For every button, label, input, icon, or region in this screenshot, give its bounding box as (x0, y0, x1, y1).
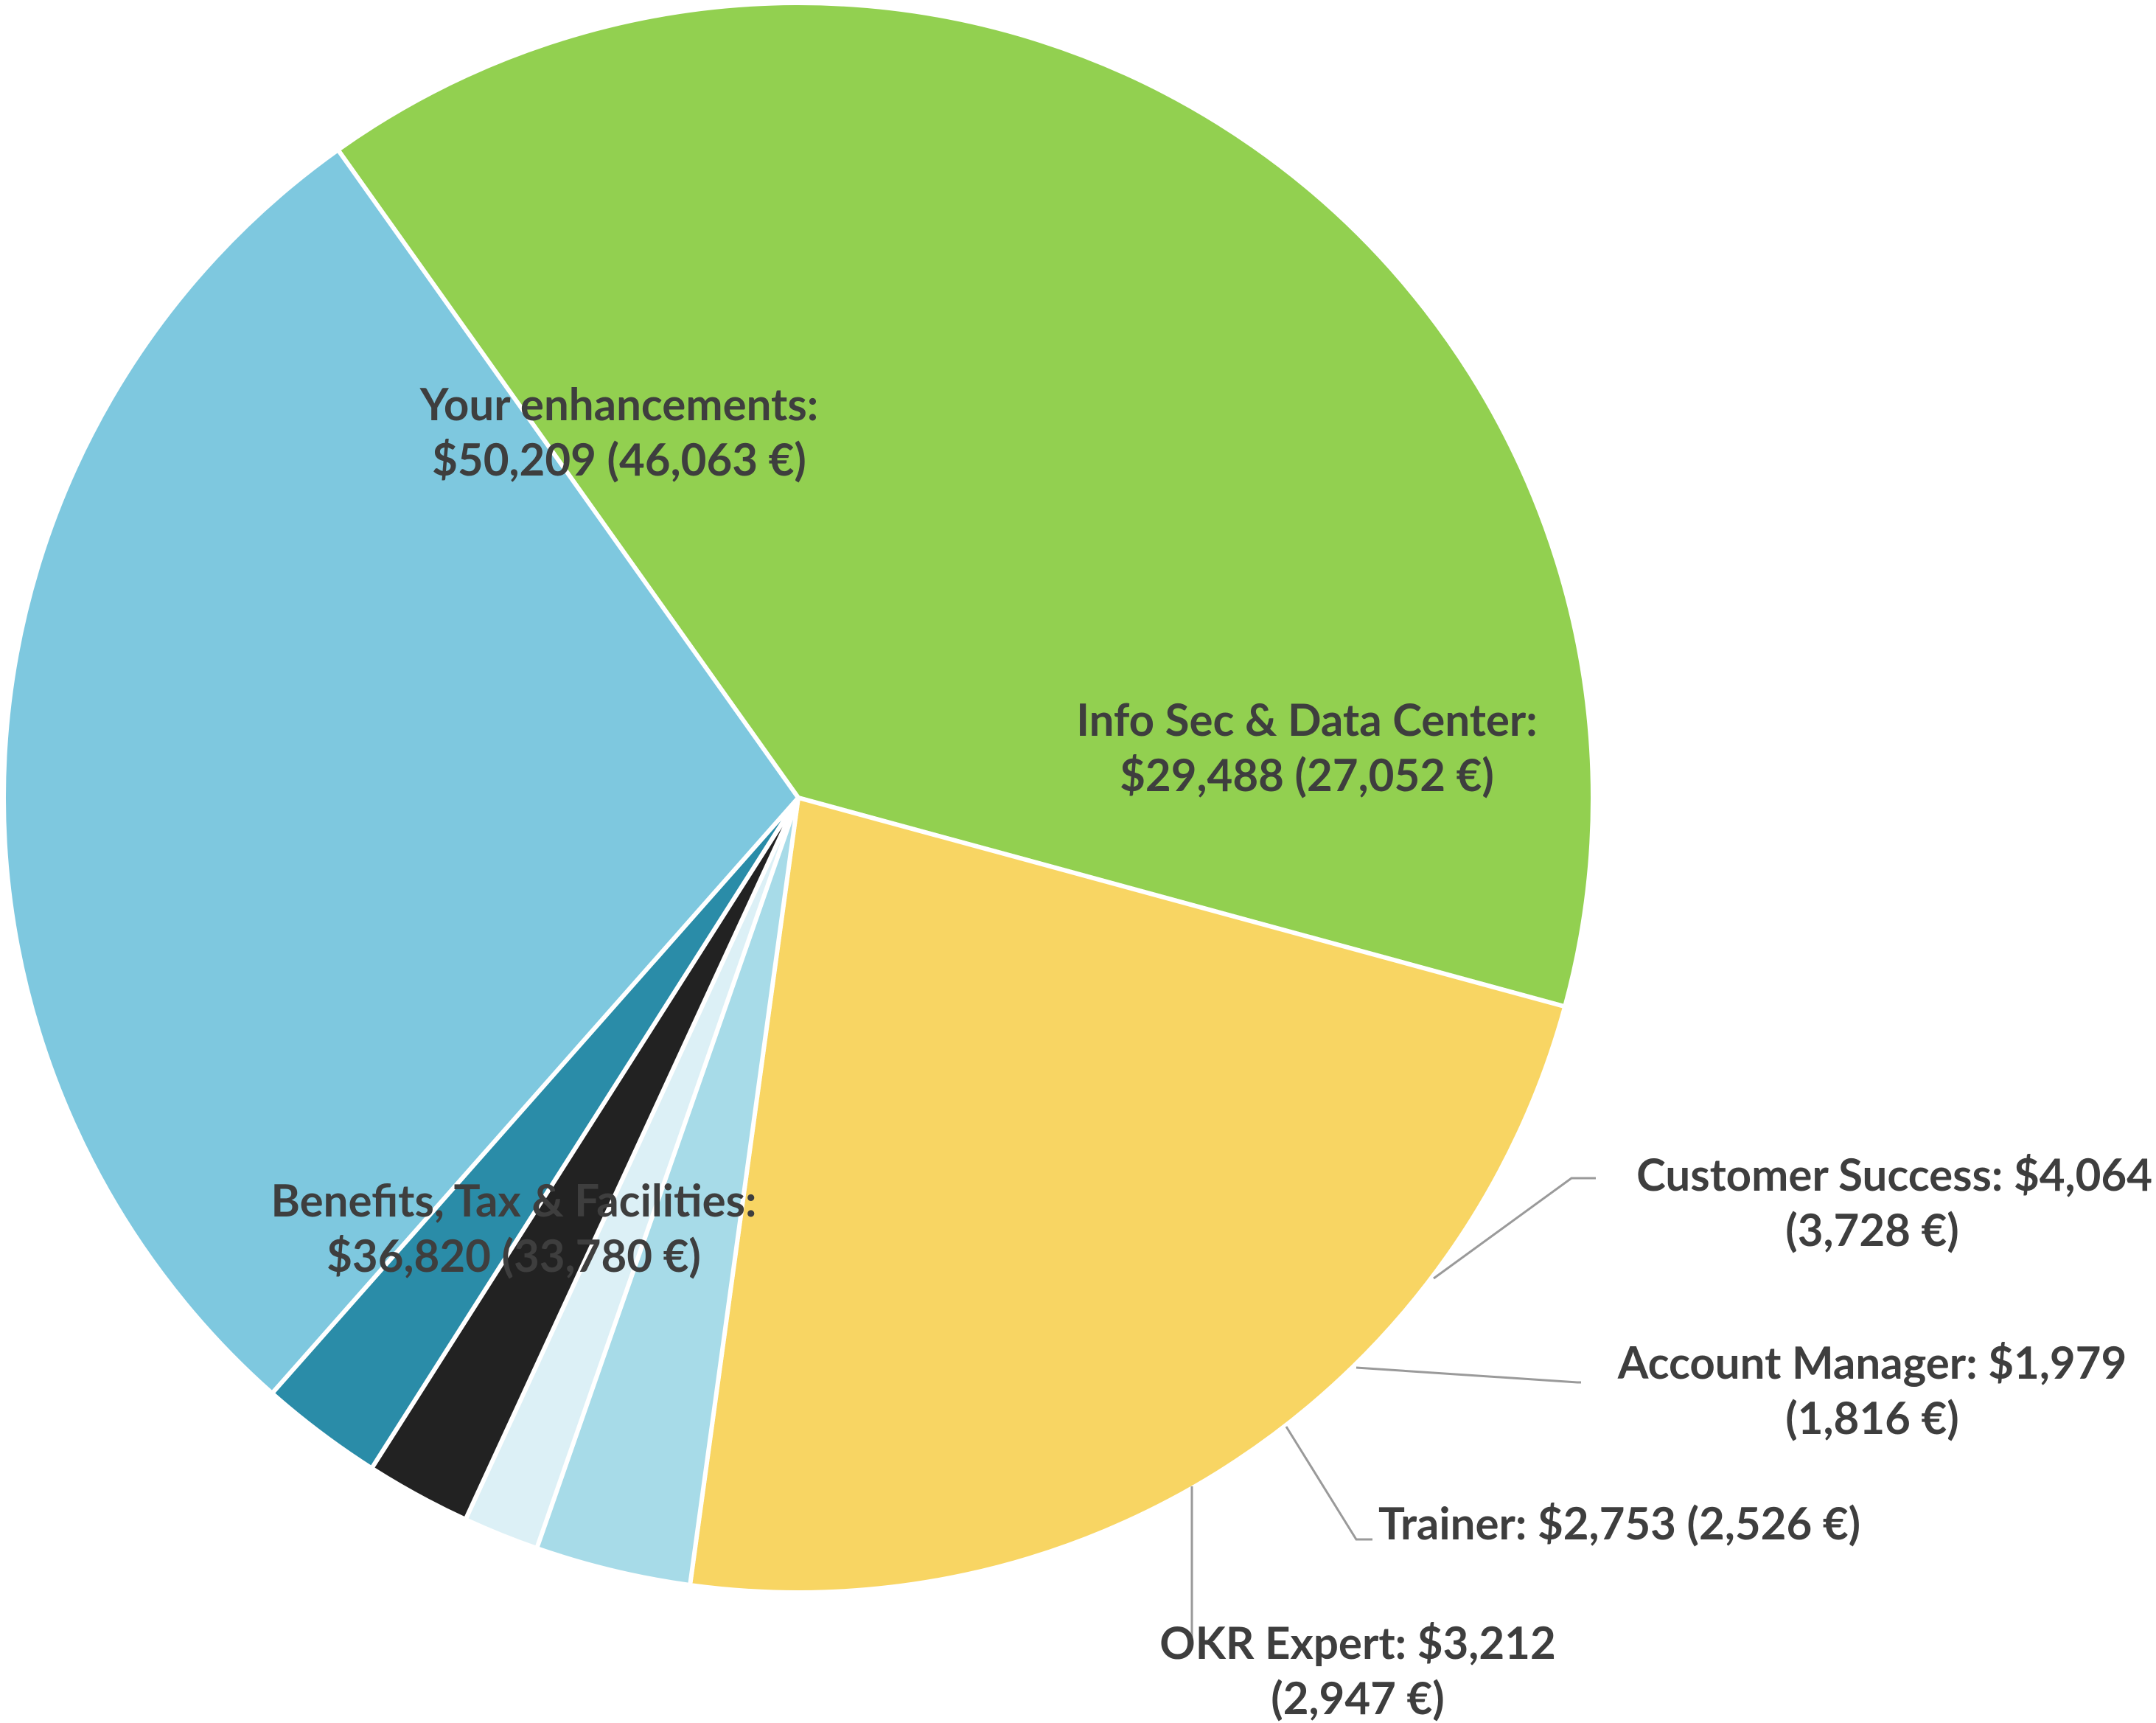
value-account-manager-eur: (1,816 €) (1785, 1390, 1959, 1444)
leader-lines (1190, 1177, 1596, 1644)
value-customer-success-eur: (3,728 €) (1785, 1202, 1959, 1256)
value-info-sec: $29,488 (27,052 €) (1120, 748, 1494, 801)
value-your-enhancements: $50,209 (46,063 €) (432, 432, 806, 485)
pie-slice-info-sec-data-center (688, 796, 1568, 1595)
pie-slices (1, 1, 1595, 1595)
label-info-sec: Info Sec & Data Center: (1076, 692, 1537, 745)
leader-line-trainer (1285, 1426, 1372, 1541)
leader-line-customer-success (1433, 1177, 1596, 1280)
label-benefits: Benefits, Tax & Facilities: (271, 1173, 757, 1226)
pie-slice-benefits-tax-facilities (1, 147, 800, 1396)
value-okr-expert-eur: (2,947 €) (1271, 1671, 1445, 1723)
pie-slice-your-enhancements (335, 1, 1595, 1009)
value-benefits: $36,820 (33,780 €) (327, 1228, 701, 1281)
leader-line-account-manager (1356, 1366, 1581, 1384)
slice-labels: Your enhancements: $50,209 (46,063 €) In… (271, 377, 2152, 1723)
label-trainer: Trainer: $2,753 (2,526 €) (1378, 1496, 1860, 1549)
label-customer-success: Customer Success: $4,064 (1636, 1147, 2152, 1200)
label-okr-expert: OKR Expert: $3,212 (1159, 1615, 1556, 1668)
label-your-enhancements: Your enhancements: (419, 377, 818, 430)
label-account-manager: Account Manager: $1,979 (1617, 1335, 2127, 1388)
